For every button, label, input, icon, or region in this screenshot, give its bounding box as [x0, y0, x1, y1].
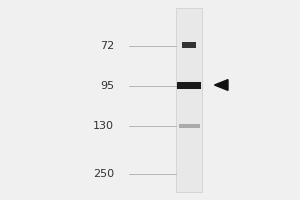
Text: 250: 250	[93, 169, 114, 179]
Text: 130: 130	[93, 121, 114, 131]
FancyBboxPatch shape	[182, 42, 196, 47]
FancyBboxPatch shape	[178, 124, 200, 128]
FancyBboxPatch shape	[177, 82, 201, 88]
Text: 95: 95	[100, 81, 114, 91]
Polygon shape	[214, 80, 228, 90]
FancyBboxPatch shape	[176, 8, 203, 192]
Text: 72: 72	[100, 41, 114, 51]
